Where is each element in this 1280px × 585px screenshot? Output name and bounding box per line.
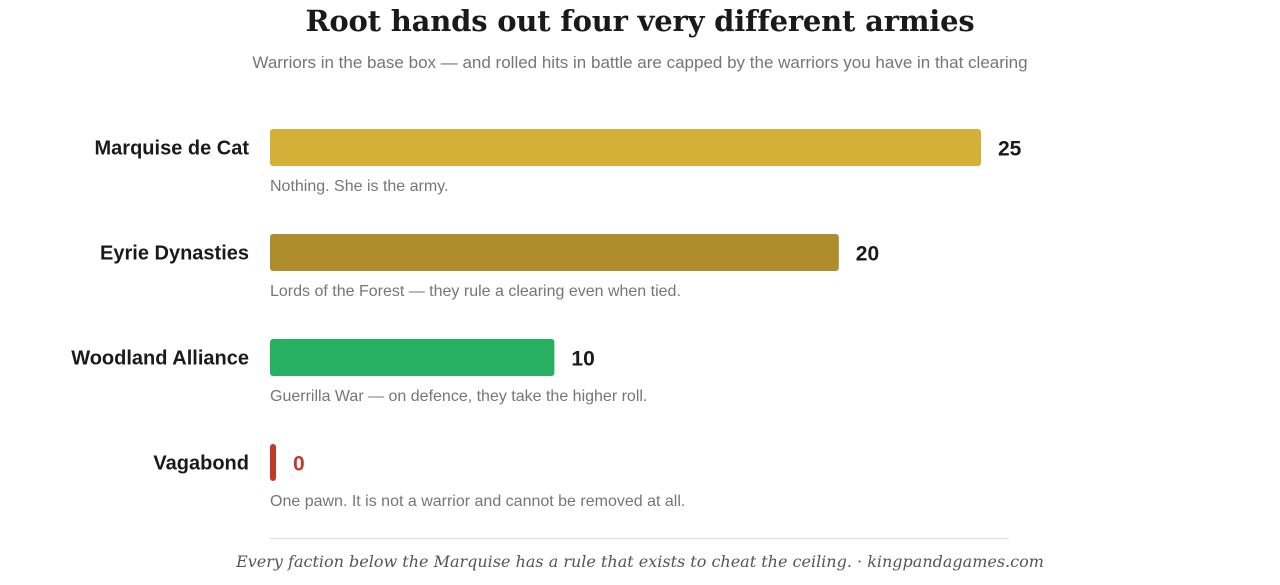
category-label-woodland-alliance: Woodland Alliance — [71, 348, 249, 370]
bar-woodland-alliance — [270, 339, 555, 376]
bar-eyrie-dynasties — [270, 234, 839, 271]
category-label-vagabond: Vagabond — [153, 453, 249, 475]
note-woodland-alliance: Guerrilla War — on defence, they take th… — [270, 388, 647, 405]
category-label-marquise-de-cat: Marquise de Cat — [95, 138, 250, 160]
chart-subtitle: Warriors in the base box — and rolled hi… — [252, 53, 1028, 72]
footer-divider — [270, 538, 1009, 539]
value-label-eyrie-dynasties: 20 — [856, 243, 879, 266]
bar-marquise-de-cat — [270, 129, 981, 166]
category-label-eyrie-dynasties: Eyrie Dynasties — [100, 243, 249, 265]
note-vagabond: One pawn. It is not a warrior and cannot… — [270, 493, 685, 510]
bar-vagabond — [270, 444, 276, 481]
value-label-woodland-alliance: 10 — [571, 348, 594, 371]
value-label-marquise-de-cat: 25 — [998, 138, 1022, 161]
value-label-vagabond: 0 — [293, 453, 305, 476]
note-eyrie-dynasties: Lords of the Forest — they rule a cleari… — [270, 283, 681, 300]
chart-title: Root hands out four very different armie… — [305, 4, 975, 38]
note-marquise-de-cat: Nothing. She is the army. — [270, 178, 448, 195]
chart-footer: Every faction below the Marquise has a r… — [236, 552, 1044, 571]
